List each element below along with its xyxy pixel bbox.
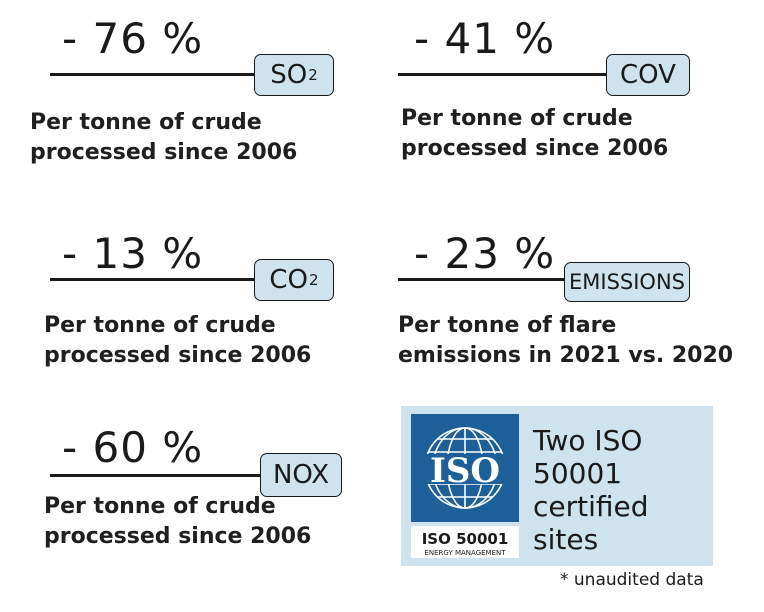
stat-value: - 60 % <box>62 423 204 472</box>
badge-subscript: 2 <box>309 271 319 289</box>
description-line-2: processed since 2006 <box>44 524 312 549</box>
pollutant-badge: CO 2 <box>254 259 334 301</box>
divider-line <box>50 73 255 76</box>
iso-certification-panel: ISO ISO 50001 ENERGY MANAGEMENT Two ISO … <box>401 406 713 566</box>
badge-label: CO <box>269 265 309 295</box>
divider-line <box>50 278 255 281</box>
description-line-2: processed since 2006 <box>401 136 669 161</box>
badge-label: EMISSIONS <box>568 270 685 294</box>
pollutant-badge: NOX <box>260 453 342 497</box>
divider-line <box>50 474 262 477</box>
iso-line-3: certified <box>533 490 649 523</box>
stat-value: - 23 % <box>414 229 556 278</box>
stat-description: Per tonne of crude processed since 2006 <box>44 492 311 552</box>
description-line-2: processed since 2006 <box>44 343 312 368</box>
iso-line-1: Two ISO <box>533 424 643 457</box>
description-line-1: Per tonne of crude <box>30 110 262 135</box>
description-line-1: Per tonne of crude <box>44 494 276 519</box>
stat-value: - 76 % <box>62 14 204 63</box>
divider-line <box>398 278 566 281</box>
badge-label: COV <box>620 60 676 90</box>
description-line-2: processed since 2006 <box>30 140 298 165</box>
iso-standard-sublabel: ENERGY MANAGEMENT <box>424 549 506 557</box>
stat-value: - 13 % <box>62 229 204 278</box>
stat-description: Per tonne of flare emissions in 2021 vs.… <box>398 311 733 371</box>
description-line-1: Per tonne of crude <box>401 106 633 131</box>
iso-description: Two ISO 50001 certified sites <box>533 424 649 556</box>
stat-value: - 41 % <box>414 14 556 63</box>
stat-description: Per tonne of crude processed since 2006 <box>30 108 297 168</box>
badge-subscript: 2 <box>308 66 318 84</box>
stat-description: Per tonne of crude processed since 2006 <box>44 311 311 371</box>
pollutant-badge: COV <box>606 54 690 96</box>
iso-logo-text: ISO <box>430 451 500 491</box>
description-line-1: Per tonne of crude <box>44 313 276 338</box>
description-line-1: Per tonne of flare <box>398 313 617 338</box>
iso-standard-label: ISO 50001 <box>422 530 509 548</box>
badge-label: NOX <box>272 460 330 490</box>
iso-line-2: 50001 <box>533 457 623 490</box>
iso-line-4: sites <box>533 523 599 556</box>
pollutant-badge: EMISSIONS <box>564 262 690 302</box>
badge-label: SO <box>270 60 308 90</box>
description-line-2: emissions in 2021 vs. 2020 <box>398 343 734 368</box>
stat-description: Per tonne of crude processed since 2006 <box>401 104 668 164</box>
footnote: * unaudited data <box>560 570 704 590</box>
iso-logo-icon: ISO ISO 50001 ENERGY MANAGEMENT <box>411 414 519 558</box>
pollutant-badge: SO 2 <box>254 54 334 96</box>
divider-line <box>398 73 608 76</box>
